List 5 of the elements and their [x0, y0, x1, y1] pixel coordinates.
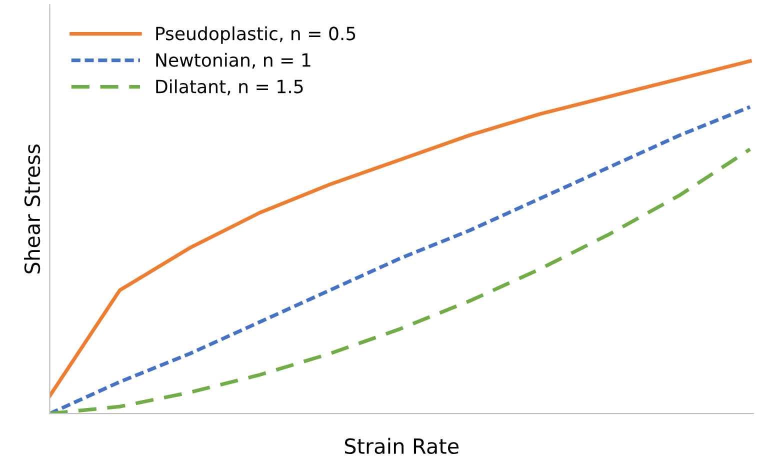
legend-label: Dilatant, n = 1.5	[156, 79, 303, 96]
y-axis-title: Shear Stress	[24, 144, 40, 274]
legend-label: Newtonian, n = 1	[156, 52, 310, 69]
legend-label: Pseudoplastic, n = 0.5	[156, 26, 356, 44]
x-axis-title: Strain Rate	[344, 438, 459, 454]
